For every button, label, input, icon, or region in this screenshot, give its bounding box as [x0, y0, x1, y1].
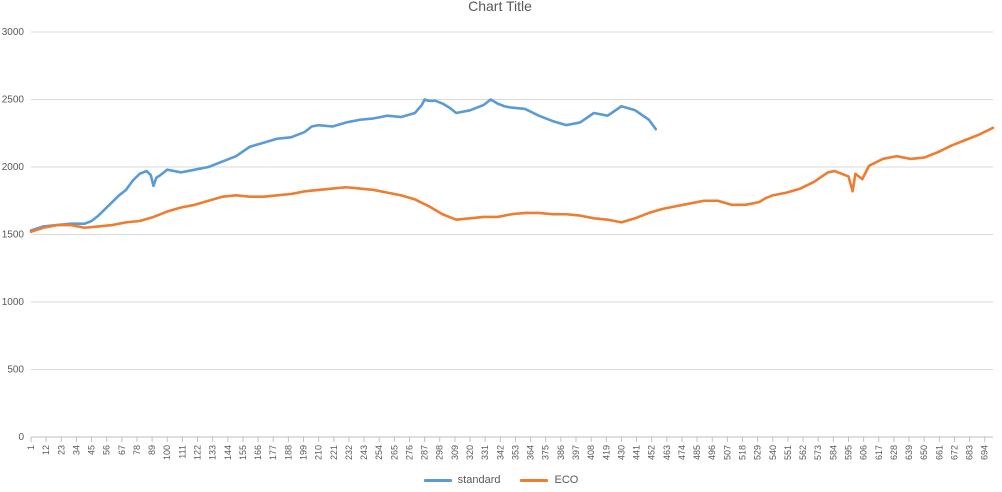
legend: standard ECO	[0, 474, 1002, 486]
x-tick-label: 639	[904, 445, 914, 460]
x-tick-label: 144	[223, 445, 233, 460]
x-tick-label: 463	[662, 445, 672, 460]
chart-title: Chart Title	[468, 0, 532, 14]
x-tick-label: 375	[541, 445, 551, 460]
x-tick-label: 221	[329, 445, 339, 460]
x-tick-label: 23	[56, 445, 66, 455]
legend-label-standard: standard	[457, 474, 501, 486]
x-tick-label: 210	[314, 445, 324, 460]
x-tick-label: 342	[495, 445, 505, 460]
x-tick-label: 683	[965, 445, 975, 460]
x-tick-label: 430	[616, 445, 626, 460]
x-tick-label: 232	[344, 445, 354, 460]
x-tick-label: 650	[919, 445, 929, 460]
x-tick-label: 573	[813, 445, 823, 460]
series-lines	[29, 98, 995, 234]
axes: 0 500 1000 1500 2000 2500 3000 1 12 23 34 45 56 67 78 8…	[2, 27, 990, 460]
x-tick-label: 89	[147, 445, 157, 455]
x-tick-label: 298	[435, 445, 445, 460]
x-tick-label: 78	[132, 445, 142, 455]
x-tick-label: 628	[889, 445, 899, 460]
x-tick-label: 584	[828, 445, 838, 460]
x-tick-label: 507	[722, 445, 732, 460]
x-tick-label: 122	[193, 445, 203, 460]
x-tick-label: 199	[298, 445, 308, 460]
x-tick-label: 166	[253, 445, 263, 460]
x-tick-label: 364	[526, 445, 536, 460]
x-tick-label: 485	[692, 445, 702, 460]
series-line-standard	[29, 98, 658, 232]
legend-item-standard: standard	[423, 474, 501, 486]
x-tick-label: 408	[586, 445, 596, 460]
x-tick-label: 617	[874, 445, 884, 460]
x-tick-label: 111	[177, 445, 187, 459]
x-tick-label: 243	[359, 445, 369, 460]
x-tick-label: 540	[768, 445, 778, 460]
x-tick-label: 661	[934, 445, 944, 460]
x-tick-label: 397	[571, 445, 581, 460]
x-tick-label: 562	[798, 445, 808, 460]
x-tick-label: 34	[71, 445, 81, 455]
y-tick-label: 2000	[2, 162, 25, 173]
x-tick-label: 265	[389, 445, 399, 460]
y-tick-label: 1500	[2, 230, 25, 241]
x-tick-label: 353	[510, 445, 520, 460]
x-tick-label: 12	[41, 445, 51, 455]
x-tick-label: 529	[753, 445, 763, 460]
x-tick-label: 45	[87, 445, 97, 455]
x-tick-label: 287	[420, 445, 430, 460]
x-tick-label: 595	[843, 445, 853, 460]
x-tick-label: 177	[268, 445, 278, 460]
x-tick-label: 67	[117, 445, 127, 455]
x-tick-label: 331	[480, 445, 490, 460]
x-tick-label: 606	[859, 445, 869, 460]
y-tick-label: 0	[18, 432, 24, 443]
legend-swatch-eco	[520, 478, 549, 482]
x-tick-label: 254	[374, 445, 384, 460]
series-line-eco	[29, 126, 995, 234]
x-tick-label: 188	[283, 445, 293, 460]
x-tick-label: 518	[738, 445, 748, 460]
legend-swatch-standard	[423, 478, 452, 482]
x-tick-label: 155	[238, 445, 248, 460]
x-tick-label: 320	[465, 445, 475, 460]
legend-label-eco: ECO	[554, 474, 579, 486]
x-tick-label: 56	[102, 445, 112, 455]
x-tick-label: 276	[404, 445, 414, 460]
x-tick-label: 694	[980, 445, 990, 460]
x-tick-label: 133	[208, 445, 218, 460]
x-tick-label: 474	[677, 445, 687, 460]
y-tick-label: 1000	[2, 297, 25, 308]
x-tick-label: 1	[26, 445, 36, 450]
x-tick-label: 386	[556, 445, 566, 460]
y-tick-label: 2500	[2, 95, 25, 106]
x-tick-label: 672	[949, 445, 959, 460]
x-tick-label: 496	[707, 445, 717, 460]
x-tick-label: 419	[601, 445, 611, 460]
y-tick-label: 3000	[2, 27, 25, 38]
x-tick-label: 100	[162, 445, 172, 460]
x-tick-label: 452	[647, 445, 657, 460]
x-tick-label: 441	[632, 445, 642, 460]
x-tick-label: 551	[783, 445, 793, 460]
legend-item-eco: ECO	[520, 474, 578, 486]
x-tick-label: 309	[450, 445, 460, 460]
y-tick-label: 500	[7, 365, 24, 376]
gridlines	[31, 31, 993, 438]
